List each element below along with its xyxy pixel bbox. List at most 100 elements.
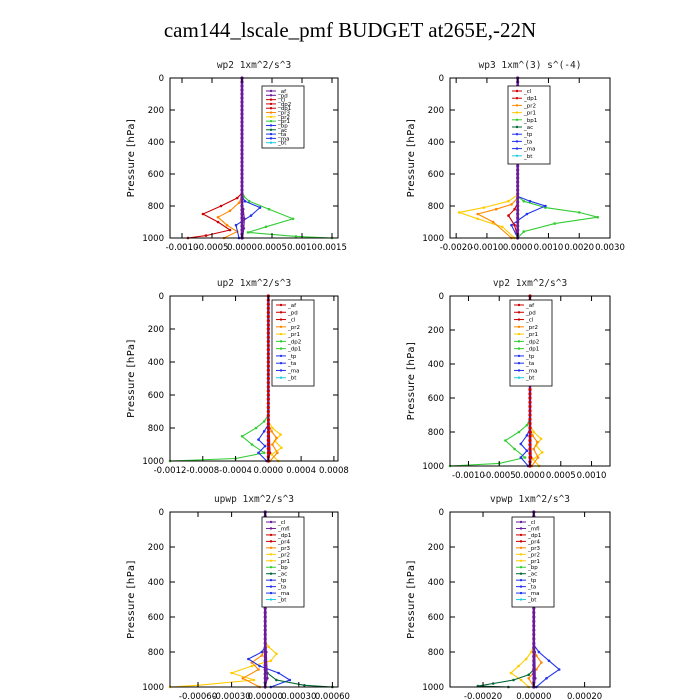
legend-box (271, 299, 315, 387)
legend-label: _ta (525, 361, 534, 367)
legend-label: _dp1 (277, 106, 291, 112)
zero-profile-marker (516, 172, 520, 176)
x-tick-label: -0.0010 (471, 243, 504, 253)
series-marker (303, 684, 306, 687)
y-tick-label: 0 (159, 292, 164, 302)
legend-label: _pr2 (287, 325, 300, 331)
series-marker (243, 199, 247, 203)
zero-profile-marker (528, 430, 532, 434)
y-tick-label: 200 (428, 543, 444, 553)
y-tick-label: 800 (148, 202, 164, 212)
series-marker (519, 678, 523, 682)
zero-profile-marker (528, 426, 532, 430)
series-marker (545, 677, 548, 680)
series-marker (258, 206, 262, 209)
series-marker (547, 659, 551, 663)
zero-profile-marker (240, 216, 244, 220)
legend-label: _pr1 (277, 119, 290, 125)
legend-marker (269, 107, 273, 110)
zero-profile-marker (516, 180, 520, 184)
legend-marker (517, 369, 521, 372)
zero-profile-marker (266, 356, 270, 360)
legend-marker (519, 533, 523, 537)
legend-marker (519, 527, 523, 530)
zero-profile-marker (266, 397, 270, 401)
zero-profile-marker (266, 327, 270, 331)
zero-profile-marker (528, 438, 532, 443)
legend-marker (269, 119, 273, 123)
legend-label: _pr3 (277, 546, 291, 552)
series-marker (294, 235, 298, 238)
series-marker (252, 678, 256, 682)
series-marker (262, 451, 266, 455)
legend-marker (269, 559, 273, 562)
series-marker (482, 206, 486, 209)
zero-profile-marker (528, 443, 532, 447)
legend-label: _ma (523, 147, 535, 153)
x-tick-label: 0.0005 (257, 243, 287, 253)
legend-marker (269, 540, 273, 543)
y-axis-label: Pressure [hPa] (126, 339, 137, 418)
series-marker (247, 657, 250, 661)
series-marker (254, 426, 258, 430)
zero-profile-marker (266, 306, 270, 310)
legend-label: _pr4 (277, 539, 291, 545)
figure-title: cam144_lscale_pmf BUDGET at265E,-22N (163, 18, 537, 42)
legend-label: _bp (527, 565, 538, 571)
chart-panel-2: wp3 1xm^(3) s^(-4) Pressure [hPa] 0 200 400 6… (406, 60, 625, 253)
series-line-1 (169, 296, 269, 462)
zero-profile-marker (263, 672, 267, 676)
zero-profile-marker (516, 176, 520, 180)
zero-profile-marker (240, 208, 244, 212)
series-marker (509, 671, 513, 675)
zero-profile-marker (532, 667, 536, 672)
series-marker (280, 446, 283, 450)
zero-profile-marker (266, 409, 270, 414)
legend-label: _ta (287, 361, 296, 367)
zero-profile-marker (266, 348, 270, 352)
legend-marker (519, 520, 523, 524)
series-marker (540, 661, 543, 664)
series-marker (539, 437, 543, 441)
zero-profile-marker (266, 368, 270, 372)
zero-profile-marker (266, 376, 270, 381)
legend-label: _ma (527, 591, 539, 597)
legend-marker (279, 376, 283, 379)
series-marker (263, 444, 267, 448)
series-marker (250, 443, 254, 446)
zero-profile-marker (266, 405, 270, 409)
legend-label: _af (277, 89, 287, 95)
legend-label: _bt (287, 376, 297, 382)
series-marker (507, 199, 510, 203)
legend-label: _ma (277, 591, 289, 597)
series-marker (277, 671, 280, 675)
legend-marker (269, 124, 273, 127)
zero-profile-marker (528, 404, 532, 409)
zero-profile-marker (240, 112, 244, 116)
x-tick-label: 0.0000 (227, 243, 257, 253)
legend-marker (515, 133, 519, 136)
legend-label: _pr2 (523, 103, 536, 109)
zero-profile-marker (516, 200, 520, 204)
series-marker (519, 456, 523, 459)
zero-profile-marker (516, 196, 520, 200)
series-marker (535, 654, 538, 657)
x-tick-label: -0.00030 (212, 692, 250, 700)
series-marker (532, 447, 535, 451)
zero-profile-marker (266, 364, 270, 368)
legend-label: _bt (527, 598, 537, 604)
zero-profile-marker (263, 667, 267, 672)
y-tick-label: 1000 (422, 683, 444, 693)
series-marker (249, 214, 253, 217)
zero-profile-marker (516, 224, 520, 228)
legend-marker (279, 303, 283, 307)
legend-marker (517, 325, 521, 329)
series-marker (275, 652, 278, 656)
y-axis-label: Pressure [hPa] (406, 342, 417, 421)
zero-profile-marker (528, 417, 532, 421)
legend-label: _ma (525, 368, 537, 374)
series-marker (519, 442, 523, 446)
y-tick-label: 600 (428, 394, 444, 404)
legend: _af_pd _cl_pr2_pr1_dp2 _dp1_tp_ta_ma _bt (509, 299, 553, 387)
